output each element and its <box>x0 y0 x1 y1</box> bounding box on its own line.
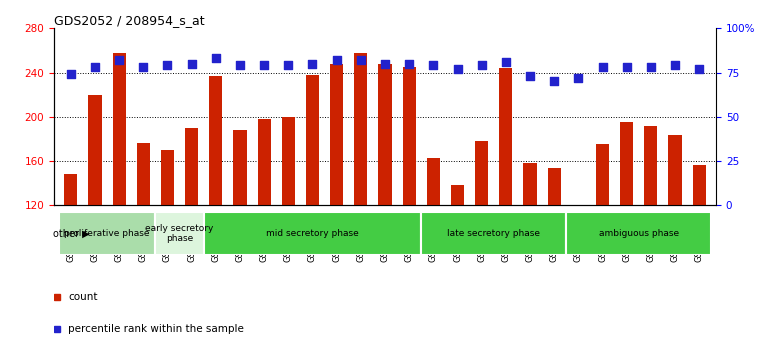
Point <box>548 79 561 84</box>
Point <box>137 64 149 70</box>
Point <box>113 57 126 63</box>
Text: percentile rank within the sample: percentile rank within the sample <box>69 324 244 334</box>
Point <box>89 64 101 70</box>
Bar <box>185 128 199 205</box>
Point <box>330 57 343 63</box>
Bar <box>524 163 537 205</box>
Point <box>355 57 367 63</box>
Point <box>234 63 246 68</box>
Text: late secretory phase: late secretory phase <box>447 229 541 238</box>
Point <box>524 73 536 79</box>
Text: count: count <box>69 292 98 302</box>
Point <box>451 66 464 72</box>
Bar <box>378 64 392 205</box>
Point <box>186 61 198 67</box>
Point <box>258 63 270 68</box>
Point <box>621 64 633 70</box>
Point <box>65 72 77 77</box>
Bar <box>137 143 150 205</box>
Bar <box>692 165 706 205</box>
Bar <box>644 126 658 205</box>
Bar <box>233 130 246 205</box>
Bar <box>620 122 633 205</box>
Point <box>476 63 488 68</box>
Bar <box>64 174 78 205</box>
Bar <box>354 53 367 205</box>
Bar <box>89 95 102 205</box>
Bar <box>209 76 223 205</box>
Bar <box>330 64 343 205</box>
Bar <box>421 212 566 255</box>
Bar <box>566 212 711 255</box>
Bar <box>403 67 416 205</box>
Point <box>306 61 319 67</box>
Bar <box>306 75 319 205</box>
Point <box>596 64 608 70</box>
Bar <box>571 205 585 206</box>
Point <box>644 64 657 70</box>
Point <box>669 63 681 68</box>
Point <box>693 66 705 72</box>
Bar <box>156 212 204 255</box>
Bar <box>668 135 681 205</box>
Text: GDS2052 / 208954_s_at: GDS2052 / 208954_s_at <box>54 14 205 27</box>
Text: mid secretory phase: mid secretory phase <box>266 229 359 238</box>
Bar <box>427 158 440 205</box>
Point <box>500 59 512 65</box>
Bar <box>547 168 561 205</box>
Text: ambiguous phase: ambiguous phase <box>599 229 679 238</box>
Point <box>379 61 391 67</box>
Bar <box>204 212 421 255</box>
Text: early secretory
phase: early secretory phase <box>146 224 214 243</box>
Bar <box>282 117 295 205</box>
Point <box>403 61 415 67</box>
Point <box>162 63 174 68</box>
Point <box>427 63 440 68</box>
Bar <box>596 144 609 205</box>
Bar <box>257 119 271 205</box>
Point <box>209 56 222 61</box>
Bar <box>112 53 126 205</box>
Point <box>572 75 584 81</box>
Bar <box>475 141 488 205</box>
Point <box>282 63 294 68</box>
Text: proliferative phase: proliferative phase <box>65 229 150 238</box>
Bar <box>59 212 156 255</box>
Bar <box>499 68 513 205</box>
Bar <box>451 185 464 205</box>
Bar <box>161 150 174 205</box>
Text: other ▶: other ▶ <box>53 229 90 239</box>
